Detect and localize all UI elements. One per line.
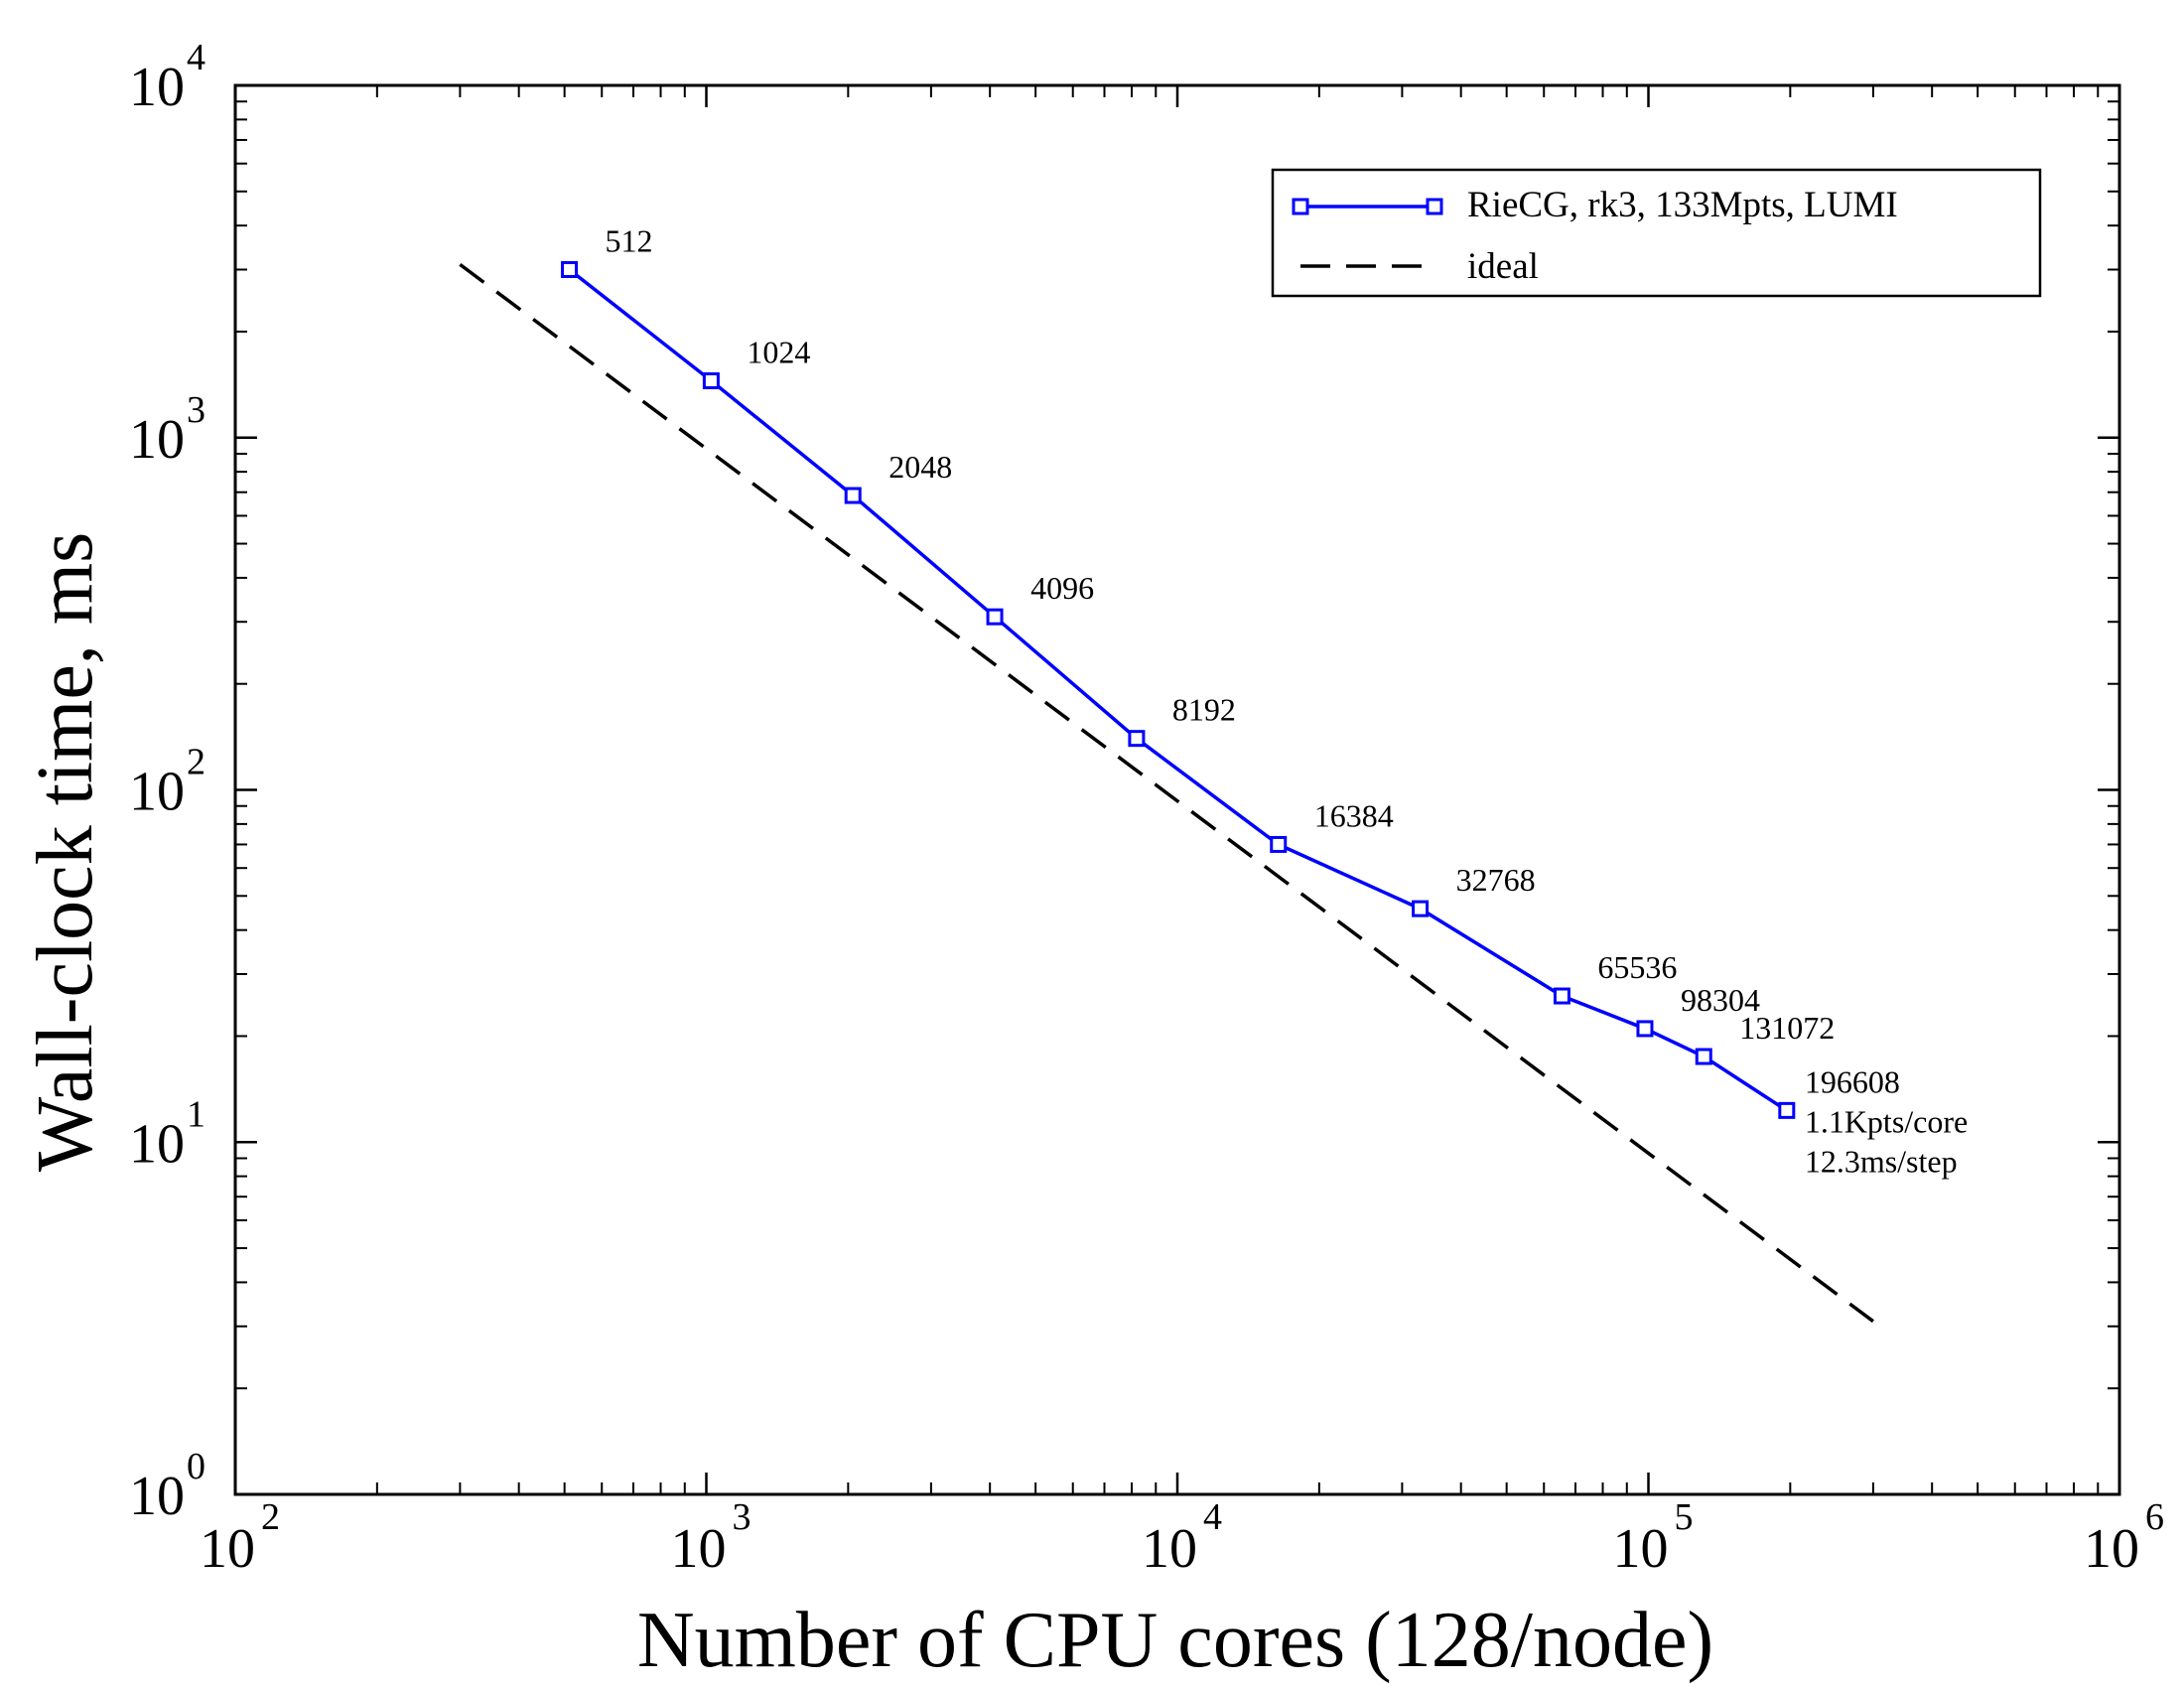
point-label: 512 — [606, 222, 653, 258]
point-label: 131072 — [1739, 1010, 1835, 1046]
legend-swatch-riecg — [1292, 198, 1443, 215]
point-label: 2048 — [888, 449, 952, 485]
data-point — [1128, 730, 1146, 748]
point-label: 32768 — [1456, 862, 1536, 898]
x-tick-label: 10 — [1613, 1518, 1669, 1580]
point-labels: 5121024204840968192163843276865536983041… — [606, 222, 1969, 1179]
legend-marker — [1292, 198, 1309, 215]
data-point — [1778, 1101, 1796, 1119]
data-point — [986, 608, 1004, 626]
point-label: 8192 — [1172, 692, 1236, 728]
y-tick-exponent: 3 — [187, 389, 205, 431]
x-tick-label: 10 — [200, 1518, 255, 1580]
legend: RieCG, rk3, 133Mpts, LUMI ideal — [1271, 168, 2042, 298]
point-label: 65536 — [1597, 949, 1677, 985]
y-tick-label: 10 — [129, 762, 185, 823]
point-label: 1024 — [747, 335, 810, 370]
legend-label-ideal: ideal — [1467, 246, 1539, 287]
data-point — [1636, 1020, 1654, 1038]
y-tick-exponent: 1 — [187, 1093, 205, 1135]
data-point — [1695, 1048, 1712, 1065]
x-tick-label: 10 — [2084, 1518, 2139, 1580]
y-tick-exponent: 0 — [187, 1446, 205, 1487]
x-tick-label: 10 — [1142, 1518, 1197, 1580]
y-tick-label: 10 — [129, 1113, 185, 1175]
data-point — [561, 260, 579, 278]
data-point — [702, 372, 720, 390]
y-tick-exponent: 4 — [187, 37, 205, 78]
series-layer — [459, 260, 1874, 1324]
legend-label-riecg: RieCG, rk3, 133Mpts, LUMI — [1467, 185, 1898, 225]
plot-frame — [233, 83, 2121, 1496]
y-axis-label: Wall-clock time, ms — [22, 532, 109, 1173]
point-label: 12.3ms/step — [1805, 1143, 1958, 1179]
legend-marker — [1426, 198, 1443, 215]
legend-box — [1271, 168, 2042, 298]
x-tick-exponent: 2 — [261, 1496, 280, 1538]
y-tick-exponent: 2 — [187, 742, 205, 783]
x-tick-exponent: 5 — [1675, 1496, 1694, 1538]
series-line-1 — [459, 262, 1874, 1324]
point-label: 196608 — [1805, 1063, 1900, 1099]
data-point — [844, 487, 862, 504]
y-tick-label: 10 — [129, 409, 185, 471]
point-label: 98304 — [1681, 982, 1760, 1018]
point-label: 1.1Kpts/core — [1805, 1103, 1968, 1139]
point-label: 4096 — [1030, 570, 1094, 606]
y-tick-label: 10 — [129, 57, 185, 118]
data-point — [1412, 900, 1430, 917]
y-tick-label: 10 — [129, 1466, 185, 1527]
x-tick-label: 10 — [671, 1518, 727, 1580]
x-tick-exponent: 4 — [1203, 1496, 1222, 1538]
x-axis-label: Number of CPU cores (128/node) — [637, 1597, 1713, 1684]
data-point — [1553, 987, 1570, 1005]
data-point — [1270, 835, 1288, 853]
x-tick-exponent: 3 — [733, 1496, 751, 1538]
minor-ticks — [235, 85, 2119, 1494]
point-label: 16384 — [1314, 797, 1394, 833]
x-tick-exponent: 6 — [2145, 1496, 2164, 1538]
